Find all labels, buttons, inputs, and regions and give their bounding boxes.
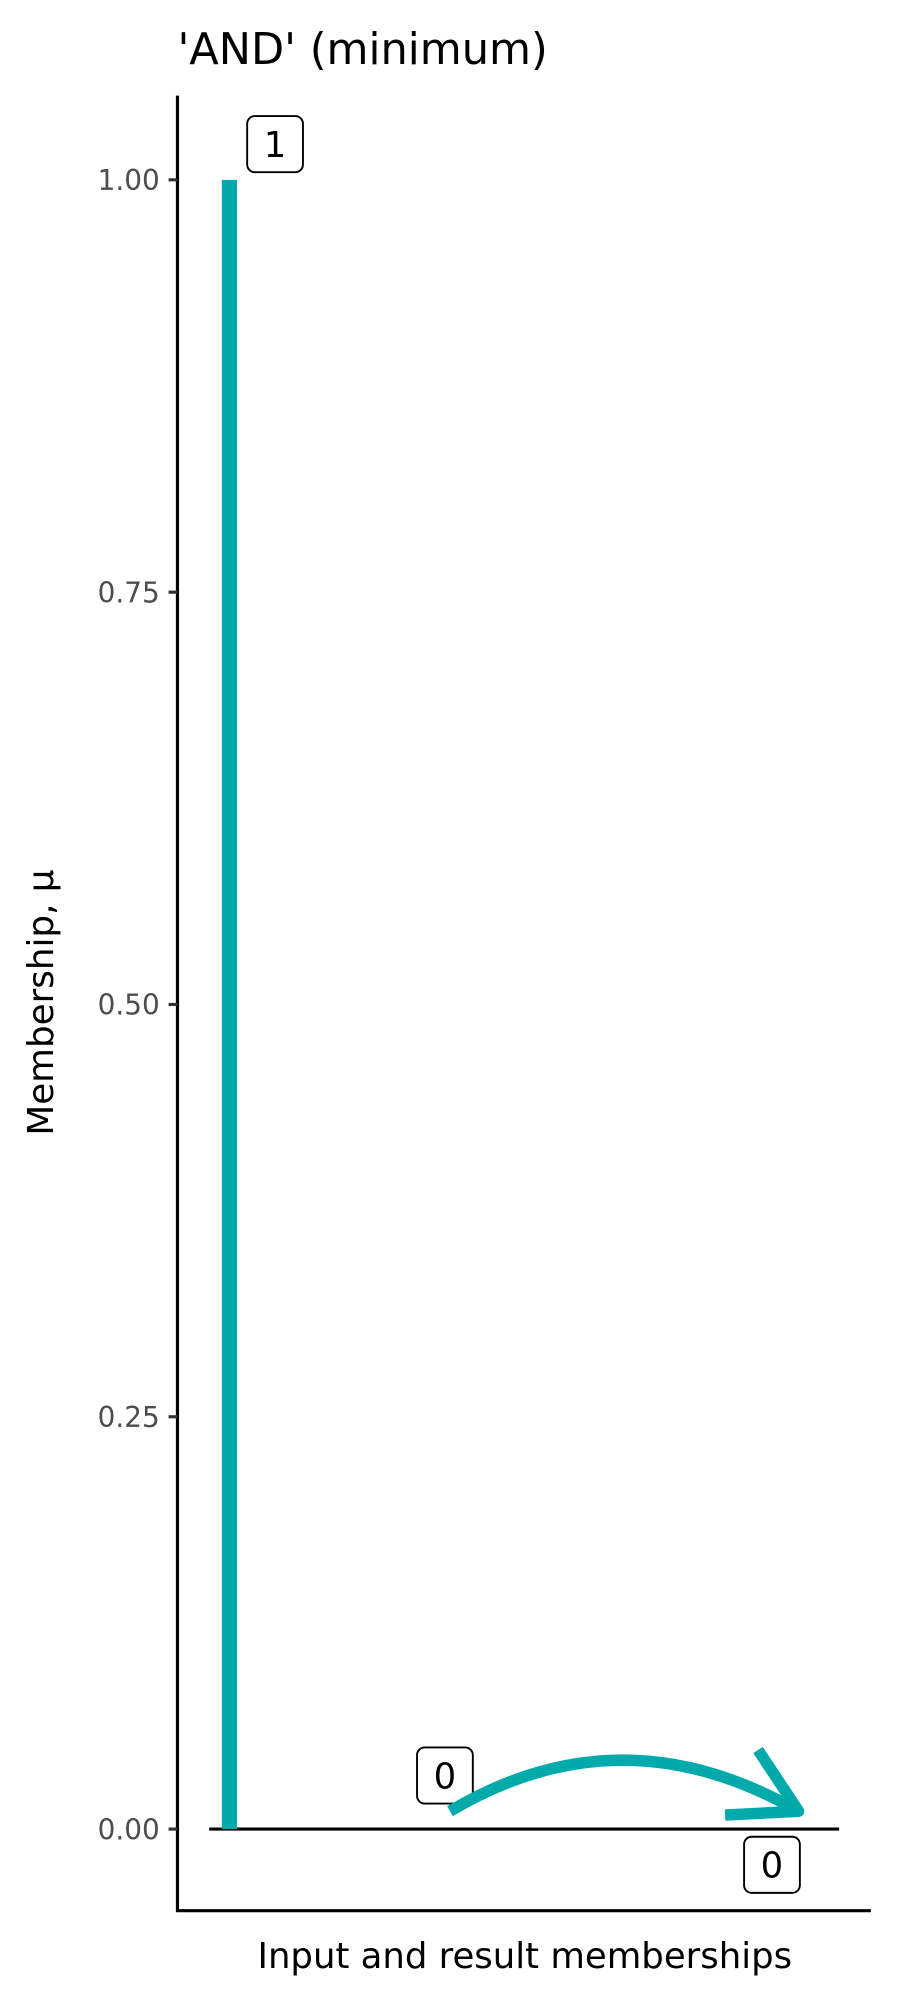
arrow-head [724,1746,805,1821]
y-tick-label: 0.75 [98,576,160,609]
x-axis-title: Input and result memberships [257,1936,792,1977]
value-label-box [416,1746,474,1805]
y-tick-label: 1.00 [98,164,160,197]
y-tick-label: 0.50 [98,989,160,1022]
value-label-box [246,115,304,174]
y-tick-label: 0.25 [98,1401,160,1434]
y-tick-label: 0.00 [98,1813,160,1846]
arrow-curve [447,1754,802,1817]
value-label: 0 [761,1845,784,1886]
value-label: 1 [264,125,287,166]
chart-title: 'AND' (minimum) [177,25,547,75]
y-axis-title: Membership, μ [21,869,62,1135]
value-label-box [743,1835,801,1894]
value-label: 0 [434,1756,457,1797]
